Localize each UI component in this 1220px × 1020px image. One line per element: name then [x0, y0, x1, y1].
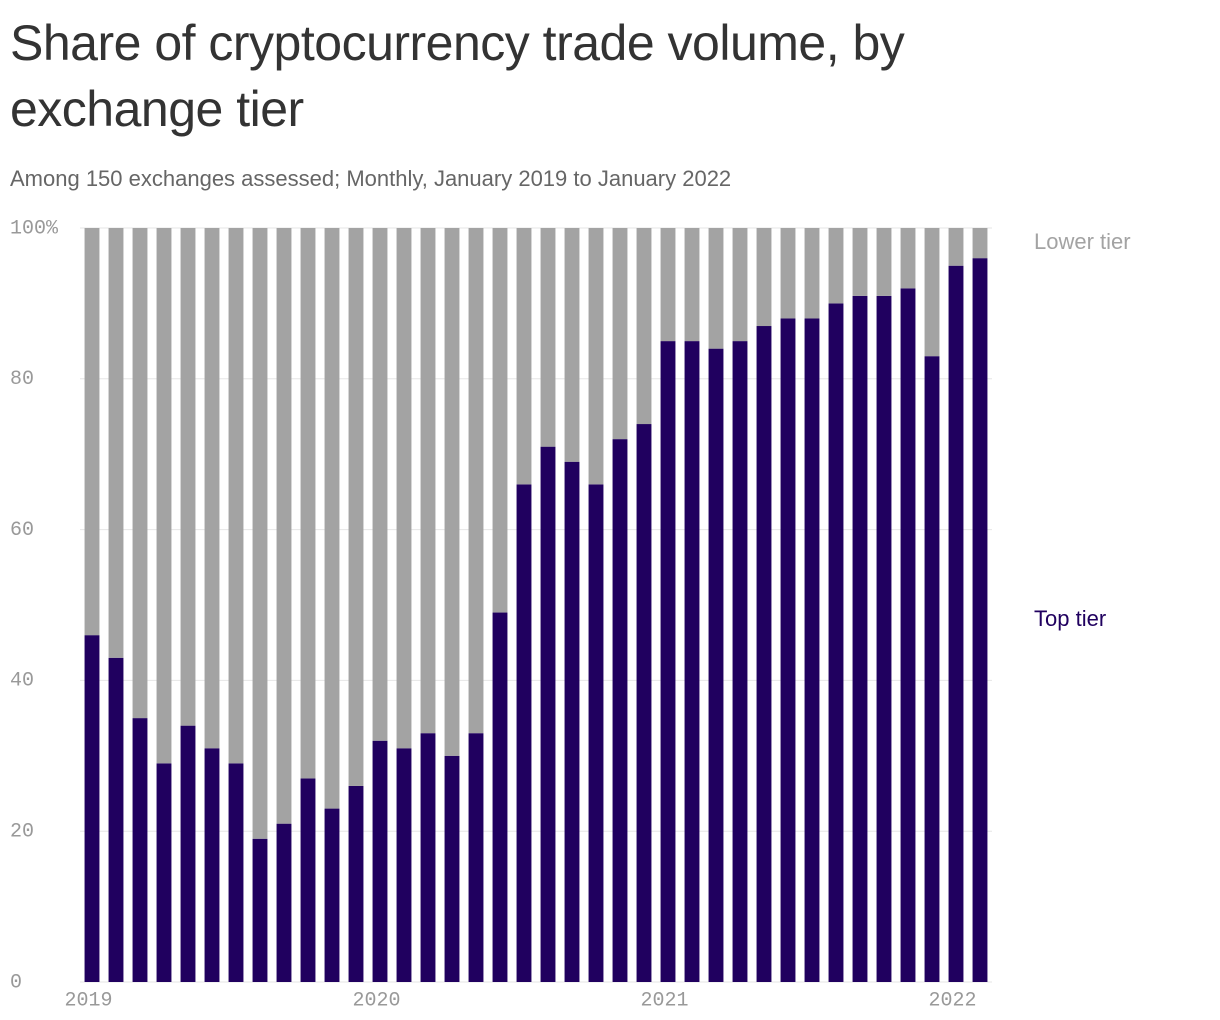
bar-segment	[660, 228, 676, 342]
bar-segment	[444, 228, 460, 756]
y-tick-label: 60	[10, 519, 34, 542]
bar-segment	[420, 733, 436, 982]
bar-segment	[756, 326, 772, 982]
bar-segment	[588, 484, 604, 982]
bar-segment	[972, 228, 988, 259]
y-tick-label: 20	[10, 820, 34, 843]
bar-segment	[636, 424, 652, 982]
y-tick-label: 40	[10, 670, 34, 693]
bar-segment	[276, 228, 292, 824]
chart-subtitle: Among 150 exchanges assessed; Monthly, J…	[10, 166, 732, 191]
bar-segment	[876, 228, 892, 296]
bar-segment	[420, 228, 436, 734]
bar-segment	[516, 484, 532, 982]
bar-segment	[84, 228, 100, 636]
bar-segment	[372, 740, 388, 982]
bar-segment	[828, 228, 844, 304]
bar-segment	[732, 228, 748, 342]
bar-segment	[756, 228, 772, 327]
bar-segment	[828, 303, 844, 982]
bar-segment	[228, 763, 244, 982]
y-tick-label: 100%	[10, 217, 59, 240]
bar-segment	[684, 341, 700, 983]
bar-segment	[132, 718, 148, 982]
bar-segment	[948, 228, 964, 266]
y-tick-label: 0	[10, 971, 22, 994]
bar-segment	[852, 295, 868, 982]
bar-segment	[612, 439, 628, 982]
x-tick-label: 2021	[641, 989, 689, 1012]
bar-segment	[108, 657, 124, 982]
bar-segment	[924, 356, 940, 982]
bar-segment	[492, 228, 508, 613]
bar-segment	[252, 838, 268, 982]
bar-segment	[108, 228, 124, 658]
bar-segment	[804, 228, 820, 319]
bar-segment	[900, 228, 916, 289]
bar-segment	[780, 228, 796, 319]
bar-segment	[372, 228, 388, 741]
bar-segment	[324, 228, 340, 809]
bar-segment	[684, 228, 700, 342]
bar-segment	[900, 288, 916, 982]
bar-segment	[468, 733, 484, 982]
bar-segment	[540, 446, 556, 982]
bar-segment	[252, 228, 268, 839]
bar-segment	[180, 725, 196, 982]
chart-title: Share of cryptocurrency trade volume, by…	[10, 15, 905, 137]
bar-segment	[804, 318, 820, 983]
bar-segment	[204, 748, 220, 982]
bar-segment	[348, 228, 364, 786]
bar-segment	[468, 228, 484, 734]
bar-segment	[948, 265, 964, 982]
x-tick-label: 2022	[929, 989, 977, 1012]
bar-segment	[612, 228, 628, 440]
y-tick-label: 80	[10, 368, 34, 391]
bar-segment	[972, 258, 988, 982]
bar-segment	[156, 763, 172, 982]
bar-segment	[324, 808, 340, 982]
bar-segment	[588, 228, 604, 485]
bar-segment	[204, 228, 220, 749]
bar-segment	[732, 341, 748, 983]
bar-segment	[276, 823, 292, 982]
bar-segment	[492, 612, 508, 982]
bar-segment	[396, 748, 412, 982]
bar-segment	[84, 635, 100, 982]
legend-label: Lower tier	[1034, 229, 1131, 254]
bar-segment	[660, 341, 676, 983]
bar-segment	[180, 228, 196, 726]
bar-segment	[132, 228, 148, 719]
bar-segment	[444, 755, 460, 982]
bar-segment	[780, 318, 796, 983]
bar-segment	[852, 228, 868, 296]
bar-segment	[540, 228, 556, 447]
bar-segment	[564, 228, 580, 462]
bar-segment	[564, 461, 580, 982]
bar-segment	[516, 228, 532, 485]
bar-segment	[300, 228, 316, 779]
bar-segment	[228, 228, 244, 764]
bar-segment	[300, 778, 316, 982]
bar-segment	[636, 228, 652, 425]
bar-segment	[876, 295, 892, 982]
bar-segment	[396, 228, 412, 749]
bar-segment	[156, 228, 172, 764]
bar-segment	[924, 228, 940, 357]
legend-label: Top tier	[1034, 606, 1106, 631]
x-tick-label: 2020	[353, 989, 401, 1012]
bar-segment	[348, 785, 364, 982]
bar-segment	[708, 228, 724, 349]
x-tick-label: 2019	[65, 989, 113, 1012]
bar-segment	[708, 348, 724, 982]
